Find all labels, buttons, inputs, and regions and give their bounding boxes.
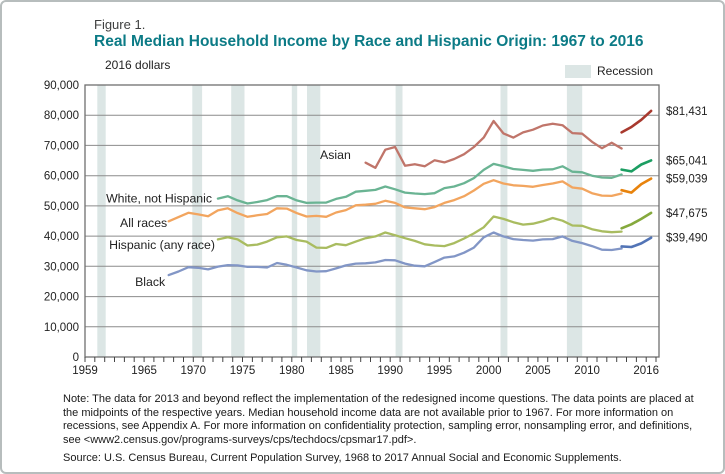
- source-text: Source: U.S. Census Bureau, Current Popu…: [63, 451, 622, 464]
- series-line-asian: [364, 119, 623, 169]
- series-all-races: All races $59,039: [120, 174, 708, 231]
- note-text: Note: The data for 2013 and beyond refle…: [63, 393, 694, 446]
- x-axis-labels: 1959 1965 1970 1975 1980 1985 1990 1995 2000 2005…: [72, 365, 659, 377]
- series-line-redesigned-black: [620, 236, 653, 249]
- x-tick-label: 1990: [377, 365, 403, 377]
- series-asian: Asian $81,431: [320, 106, 708, 169]
- recession-band: [307, 85, 321, 357]
- recession-band: [231, 85, 245, 357]
- x-tick-label: 1975: [230, 365, 256, 377]
- series-name-label-all-races: All races: [120, 216, 167, 230]
- series-line-hispanic: [216, 215, 623, 250]
- legend-recession-label: Recession: [597, 64, 654, 78]
- series-white-not-hispanic: White, not Hispanic $65,041: [106, 155, 708, 205]
- y-tick-label: 80,000: [44, 110, 79, 122]
- recession-band: [192, 85, 203, 357]
- series-line-white-not-hispanic: [216, 162, 623, 205]
- series-end-value-black: $39,490: [666, 233, 708, 245]
- recession-swatch-icon: [565, 64, 591, 78]
- recession-band: [566, 85, 583, 357]
- y-tick-label: 50,000: [44, 201, 79, 213]
- series-line-all-races: [167, 179, 623, 223]
- x-tick-label: 2005: [525, 365, 551, 377]
- y-tick-label: 40,000: [44, 231, 79, 243]
- series-end-value-hispanic: $47,675: [666, 208, 708, 220]
- series-line-redesigned-hispanic: [620, 211, 653, 230]
- y-axis-labels: 0 10,000 20,000 30,000 40,000 50,000 60,000 70,…: [44, 80, 79, 364]
- y-tick-label: 90,000: [44, 80, 79, 92]
- series-line-black: [167, 231, 623, 277]
- y-tick-label: 70,000: [44, 140, 79, 152]
- legend-recession: Recession: [565, 64, 653, 78]
- figure-notes: Note: The data for 2013 and beyond refle…: [63, 393, 705, 469]
- y-tick-label: 0: [73, 352, 79, 364]
- figure-number-label: Figure 1.: [94, 17, 146, 32]
- y-tick-label: 60,000: [44, 171, 79, 183]
- x-tick-label: 1959: [72, 365, 98, 377]
- recession-bands: [97, 85, 583, 357]
- x-tick-label: 1965: [131, 365, 157, 377]
- x-axis-ticks: [84, 357, 657, 362]
- x-tick-label: 1980: [279, 365, 305, 377]
- series-line-redesigned-white-not-hispanic: [620, 159, 653, 173]
- recession-band: [395, 85, 403, 357]
- series-end-value-all-races: $59,039: [666, 174, 708, 186]
- series-hispanic: Hispanic (any race) $47,675: [109, 208, 708, 252]
- gridlines: [85, 114, 659, 328]
- series-name-label-hispanic: Hispanic (any race): [109, 238, 215, 252]
- figure-title: Real Median Household Income by Race and…: [94, 33, 644, 50]
- plot-border: [84, 84, 660, 358]
- y-tick-label: 10,000: [44, 322, 79, 334]
- recession-band: [97, 85, 106, 357]
- series-end-value-asian: $81,431: [666, 106, 708, 118]
- series-name-label-asian: Asian: [320, 148, 351, 162]
- series-line-redesigned-asian: [620, 109, 653, 134]
- x-tick-label: 2016: [633, 365, 659, 377]
- y-tick-label: 20,000: [44, 292, 79, 304]
- series-black: Black $39,490: [135, 231, 708, 289]
- series-line-redesigned-all-races: [620, 177, 653, 194]
- x-tick-label: 2010: [574, 365, 600, 377]
- y-tick-label: 30,000: [44, 261, 79, 273]
- series-name-label-black: Black: [135, 275, 166, 289]
- x-tick-label: 1970: [181, 365, 207, 377]
- recession-band: [291, 85, 298, 357]
- x-tick-label: 1985: [328, 365, 354, 377]
- recession-band: [500, 85, 508, 357]
- y-axis-unit-label: 2016 dollars: [105, 58, 171, 72]
- x-tick-label: 1995: [427, 365, 453, 377]
- x-tick-label: 2000: [476, 365, 502, 377]
- series-end-value-white-not-hispanic: $65,041: [666, 155, 708, 167]
- series-name-label-white-not-hispanic: White, not Hispanic: [106, 192, 212, 206]
